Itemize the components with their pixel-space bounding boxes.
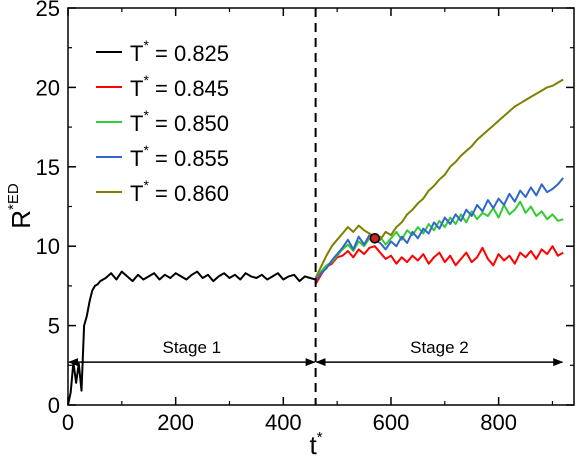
- y-axis-label-sup: *ED: [5, 183, 22, 210]
- y-tick-label: 20: [36, 75, 60, 100]
- legend-label-2: T* = 0.845: [130, 72, 229, 101]
- series-line-1: [67, 270, 316, 406]
- series-layer: [67, 78, 564, 406]
- stage-label-2: Stage 2: [410, 338, 469, 357]
- series-line-4: [314, 177, 564, 282]
- x-tick-label: 400: [265, 410, 302, 435]
- y-tick-label: 10: [36, 234, 60, 259]
- y-axis-label: R: [6, 210, 36, 229]
- overlay-layer: Stage 1 Stage 2: [68, 8, 564, 405]
- stage-label-1: Stage 1: [163, 338, 222, 357]
- x-tick-label: 800: [480, 410, 517, 435]
- x-tick-label: 0: [62, 410, 74, 435]
- y-tick-label: 5: [48, 314, 60, 339]
- legend-label-4: T* = 0.855: [130, 142, 229, 171]
- y-axis-title: R*ED: [5, 183, 36, 229]
- plot-frame: [67, 7, 575, 406]
- x-axis-label-sup: *: [317, 429, 323, 446]
- legend: T* = 0.825 T* = 0.845 T* = 0.850 T* = 0.855…: [96, 37, 229, 206]
- highlight-point: [369, 233, 381, 244]
- series-line-3: [314, 200, 564, 281]
- series-line-5: [314, 78, 564, 279]
- x-tick-label: 600: [373, 410, 410, 435]
- y-tick-label: 25: [36, 0, 60, 21]
- svg-text:R*ED: R*ED: [5, 183, 36, 229]
- y-tick-label: 0: [48, 393, 60, 418]
- x-axis-label: t: [309, 430, 317, 460]
- legend-label-1: T* = 0.825: [130, 37, 229, 66]
- series-line-2: [314, 245, 564, 285]
- axis-ticks: 0 200 400 600 800 0 5 10 15 20 25: [36, 0, 574, 435]
- x-axis-title: t*: [309, 429, 322, 460]
- svg-text:t*: t*: [309, 429, 322, 460]
- legend-label-5: T* = 0.860: [130, 177, 229, 206]
- x-tick-label: 200: [157, 410, 194, 435]
- legend-label-3: T* = 0.850: [130, 107, 229, 136]
- y-tick-label: 15: [36, 155, 60, 180]
